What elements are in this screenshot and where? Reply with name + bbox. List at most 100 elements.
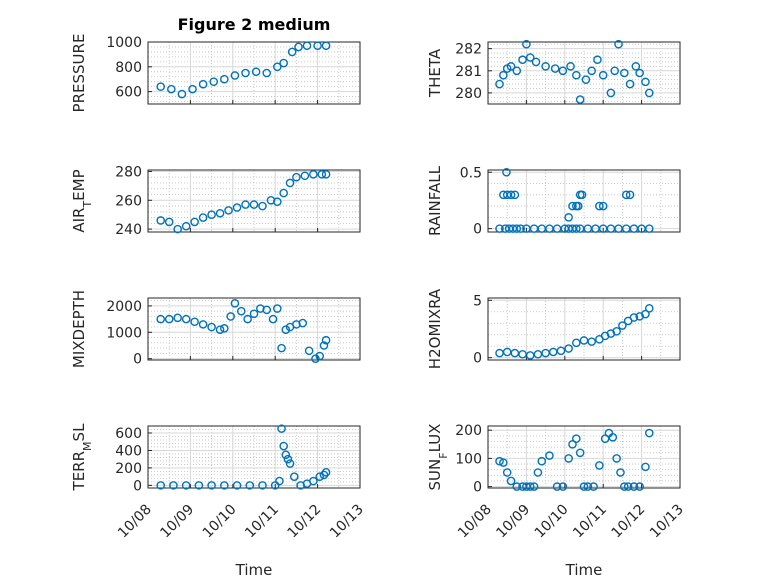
data-point [249, 309, 259, 319]
axes-box [147, 169, 361, 233]
y-tick-label: 5 [473, 293, 482, 309]
data-point [230, 298, 240, 308]
y-tick-label: 260 [115, 193, 142, 209]
data-point [321, 41, 331, 51]
data-point [156, 314, 166, 324]
data-point [169, 481, 178, 490]
data-point [207, 210, 216, 219]
data-point [552, 482, 562, 491]
data-point [167, 84, 176, 94]
data-point [606, 88, 616, 98]
data-point [600, 434, 610, 443]
data-point [568, 201, 577, 211]
data-point [644, 428, 654, 438]
data-point [573, 201, 583, 211]
data-point [164, 314, 174, 324]
data-point [522, 39, 531, 49]
data-point [319, 470, 329, 480]
y-axis-label: TERRMSL [70, 423, 94, 492]
data-point [516, 224, 525, 233]
y-tick-label: 200 [455, 423, 482, 439]
data-point [566, 62, 575, 71]
data-point [644, 224, 654, 233]
data-point [518, 55, 527, 65]
data-point [525, 482, 535, 491]
y-tick-label: 200 [115, 461, 142, 477]
data-point [241, 200, 250, 209]
data-point [583, 482, 593, 491]
subplot-pressure: 600 800 1000 PRESSURE Figure 2 medium [70, 15, 361, 112]
data-point [506, 62, 516, 71]
data-point [644, 88, 654, 98]
x-axis-label: Time [565, 561, 603, 579]
data-point [277, 424, 286, 433]
data-point [198, 213, 208, 222]
y-tick-label: 100 [455, 451, 482, 467]
data-point [298, 318, 308, 328]
data-point [188, 84, 197, 94]
data-point [194, 481, 204, 490]
data-point [321, 170, 331, 179]
data-point [572, 338, 581, 348]
y-tick-label: 0.5 [460, 165, 482, 181]
data-point [281, 325, 291, 334]
data-point [262, 305, 272, 315]
data-point [629, 313, 639, 322]
data-point [277, 343, 286, 353]
y-tick-label: 0 [473, 480, 482, 496]
data-point [258, 201, 267, 211]
data-point [612, 454, 621, 463]
data-point [198, 320, 208, 329]
data-point [495, 456, 504, 466]
axes-box [487, 169, 681, 233]
data-point [587, 337, 596, 346]
figure-title: Figure 2 medium [178, 15, 331, 34]
data-point [285, 459, 295, 468]
y-tick-label: 1000 [106, 325, 142, 341]
data-point [575, 95, 585, 104]
data-point [621, 190, 631, 200]
y-tick-label: 280 [455, 86, 482, 102]
data-point [181, 481, 191, 490]
data-point [595, 461, 604, 470]
y-tick-label: 2000 [106, 299, 142, 315]
data-point [156, 481, 166, 490]
data-point [315, 351, 325, 361]
data-point [635, 68, 644, 78]
axes-box [487, 41, 681, 105]
data-point [258, 481, 267, 490]
data-point [283, 454, 293, 464]
data-point [321, 335, 331, 345]
data-point [572, 434, 581, 443]
data-point [262, 68, 272, 78]
data-point [625, 190, 635, 200]
data-point [641, 77, 650, 87]
data-point [251, 67, 261, 77]
data-point [177, 89, 187, 99]
data-point [575, 448, 585, 458]
subplot-air_temp: 240 260 280 AIRTEMP [70, 164, 361, 238]
data-point [294, 42, 303, 52]
data-point [537, 456, 547, 466]
data-point [533, 468, 543, 477]
data-point [207, 322, 216, 332]
data-point [304, 346, 314, 356]
data-point [279, 58, 288, 68]
y-tick-label: 600 [115, 426, 142, 442]
data-point [564, 213, 573, 222]
data-point [156, 216, 166, 225]
data-point [608, 432, 618, 442]
data-point [556, 346, 566, 356]
data-point [285, 178, 295, 188]
data-point [499, 70, 508, 80]
data-point [616, 468, 625, 477]
data-point [610, 66, 620, 76]
data-point [512, 224, 522, 233]
data-point [173, 313, 182, 323]
data-point [198, 79, 208, 89]
data-point [550, 64, 560, 73]
data-point [245, 481, 255, 490]
y-tick-label: 400 [115, 443, 142, 459]
data-point [572, 224, 581, 233]
data-point [625, 79, 635, 89]
